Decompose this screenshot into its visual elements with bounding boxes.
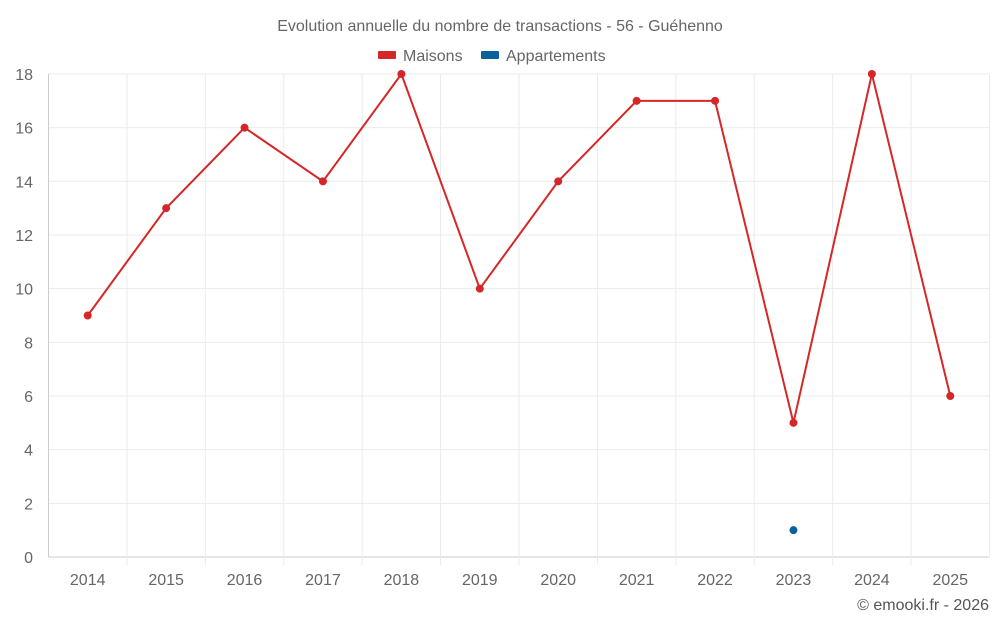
x-tick-label: 2023 [776, 572, 812, 589]
x-tick-label: 2021 [619, 572, 655, 589]
y-tick-label: 14 [15, 174, 33, 191]
series-line-maisons [86, 71, 952, 424]
data-point-maisons[interactable] [867, 70, 876, 78]
data-point-appartements[interactable] [789, 526, 798, 535]
x-tick-label: 2018 [384, 572, 420, 589]
x-tick-label: 2014 [70, 572, 106, 589]
y-tick-label: 2 [24, 496, 33, 513]
legend: Maisons Appartements [378, 48, 606, 65]
data-point-maisons[interactable] [162, 204, 171, 213]
x-tick-label: 2019 [462, 572, 498, 589]
y-tick-label: 16 [15, 121, 33, 138]
x-tick-label: 2016 [227, 572, 263, 589]
series [83, 70, 955, 535]
y-tick-label: 10 [15, 282, 33, 299]
x-tick-label: 2022 [697, 572, 733, 589]
x-tick-label: 2017 [305, 572, 341, 589]
x-tick-label: 2024 [854, 572, 890, 589]
legend-label-appartements[interactable]: Appartements [506, 48, 606, 65]
data-point-maisons[interactable] [83, 311, 92, 320]
x-axis: 2014 2015 2016 2017 2018 2019 2020 2021 2022 2023… [70, 572, 968, 589]
data-point-maisons[interactable] [318, 177, 327, 186]
chart-title: Evolution annuelle du nombre de transact… [277, 18, 723, 35]
y-tick-label: 0 [24, 550, 33, 567]
legend-swatch-maisons[interactable] [378, 51, 396, 59]
grid [48, 73, 990, 565]
data-point-maisons[interactable] [946, 392, 955, 400]
data-point-maisons[interactable] [397, 70, 406, 78]
legend-label-maisons[interactable]: Maisons [403, 48, 463, 65]
x-tick-label: 2015 [148, 572, 184, 589]
y-tick-label: 6 [24, 389, 33, 406]
legend-swatch-appartements[interactable] [481, 51, 499, 59]
data-point-maisons[interactable] [789, 418, 798, 427]
y-tick-label: 12 [15, 228, 33, 245]
y-tick-label: 18 [15, 67, 33, 84]
x-tick-label: 2025 [932, 572, 968, 589]
y-tick-label: 8 [24, 335, 33, 352]
y-axis: 0 2 4 6 8 10 12 14 16 18 [15, 67, 33, 567]
data-point-maisons[interactable] [240, 123, 249, 132]
x-tick-label: 2020 [540, 572, 576, 589]
data-point-maisons[interactable] [632, 96, 641, 105]
data-point-maisons[interactable] [475, 284, 484, 293]
y-tick-label: 4 [24, 443, 33, 460]
credit: © emooki.fr - 2026 [857, 597, 989, 614]
data-point-maisons[interactable] [554, 177, 563, 186]
data-point-maisons[interactable] [711, 96, 720, 105]
